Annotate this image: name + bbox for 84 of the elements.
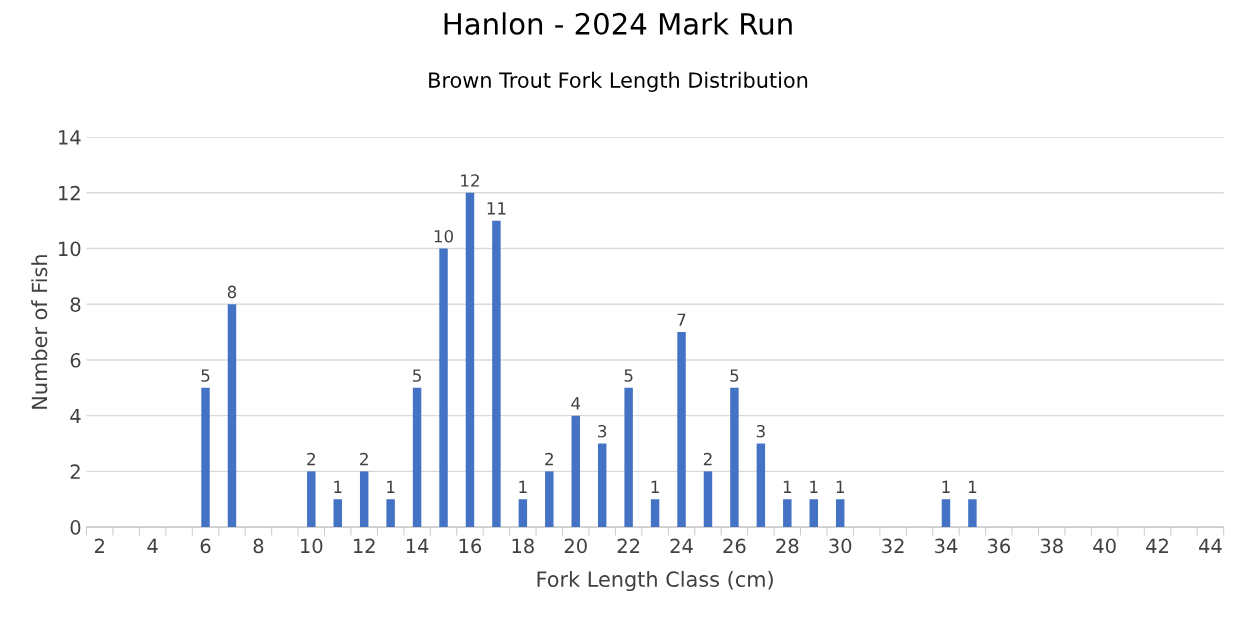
y-tick-label: 6	[70, 352, 81, 368]
data-label: 2	[545, 452, 553, 466]
y-axis-title: Number of Fish	[31, 255, 48, 409]
data-label: 1	[519, 480, 527, 493]
x-tick-label: 26	[723, 538, 746, 554]
bar	[703, 471, 713, 528]
bar	[730, 387, 739, 528]
y-tick-label: 2	[70, 464, 80, 479]
x-tick-label: 22	[617, 538, 640, 553]
x-tick-label: 12	[353, 538, 375, 553]
data-label: 3	[756, 424, 765, 438]
data-label: 1	[651, 480, 659, 493]
y-tick-label: 8	[70, 297, 81, 312]
bar	[201, 387, 210, 528]
x-tick-label: 4	[147, 538, 158, 553]
x-tick-label: 10	[301, 538, 323, 554]
x-axis-title: Fork Length Class (cm)	[537, 570, 773, 592]
bar	[624, 387, 633, 528]
data-label: 2	[360, 452, 368, 466]
bar	[465, 192, 475, 528]
data-label: 1	[387, 480, 395, 493]
chart-subtitle: Brown Trout Fork Length Distribution	[429, 71, 808, 92]
x-tick-label: 24	[670, 538, 693, 553]
data-label: 2	[307, 452, 315, 466]
x-tick-label: 20	[564, 538, 587, 554]
bar	[386, 499, 395, 528]
x-tick-label: 8	[253, 538, 264, 554]
data-label: 3	[598, 424, 607, 438]
y-tick-label: 0	[70, 520, 81, 535]
data-label: 12	[461, 174, 479, 187]
bar	[412, 387, 422, 528]
bar	[359, 471, 369, 528]
x-tick-label: 18	[512, 538, 534, 554]
x-tick-label: 42	[1146, 538, 1168, 553]
y-tick-label: 10	[59, 241, 81, 257]
x-tick-label: 32	[882, 538, 904, 554]
data-label: 5	[730, 369, 739, 382]
bar	[439, 248, 448, 528]
chart-title: Hanlon - 2024 Mark Run	[444, 12, 792, 35]
bar	[307, 471, 316, 528]
y-tick-label: 4	[70, 408, 81, 424]
bar	[677, 332, 686, 528]
data-label: 1	[783, 480, 792, 493]
data-label: 1	[836, 480, 844, 493]
data-label: 5	[201, 369, 210, 382]
data-label: 1	[942, 480, 950, 493]
bar	[756, 443, 766, 528]
x-tick-label: 6	[200, 538, 211, 554]
data-label: 10	[434, 229, 454, 243]
x-tick-label: 34	[935, 538, 958, 554]
x-tick-label: 30	[829, 538, 852, 554]
bar	[941, 499, 951, 528]
y-tick-label: 12	[59, 185, 80, 201]
x-tick-label: 2	[94, 538, 104, 553]
bar	[492, 220, 501, 528]
data-label: 1	[810, 480, 818, 493]
bar	[333, 499, 342, 528]
x-tick-label: 14	[406, 538, 429, 553]
x-tick-label: 16	[459, 538, 482, 554]
bar	[968, 499, 977, 528]
y-tick-label: 14	[59, 130, 81, 145]
bar	[835, 499, 845, 528]
x-tick-label: 38	[1040, 538, 1063, 554]
x-tick-label: 28	[776, 538, 799, 554]
bar	[809, 499, 818, 528]
bar	[783, 499, 792, 528]
data-label: 1	[968, 480, 977, 493]
x-tick-label: 44	[1199, 538, 1222, 553]
data-label: 11	[487, 202, 506, 215]
data-label: 5	[624, 369, 633, 382]
data-label: 1	[334, 480, 342, 493]
data-label: 4	[571, 397, 581, 410]
bar	[545, 471, 554, 528]
data-label: 2	[703, 452, 712, 466]
x-tick-label: 36	[987, 538, 1011, 554]
data-label: 5	[413, 369, 421, 382]
bar	[650, 499, 660, 528]
x-tick-label: 40	[1093, 538, 1116, 554]
bar	[571, 415, 580, 528]
data-label: 8	[227, 285, 237, 299]
bar	[597, 443, 607, 528]
bar	[227, 304, 237, 528]
bar	[518, 499, 528, 528]
data-label: 7	[677, 313, 686, 326]
